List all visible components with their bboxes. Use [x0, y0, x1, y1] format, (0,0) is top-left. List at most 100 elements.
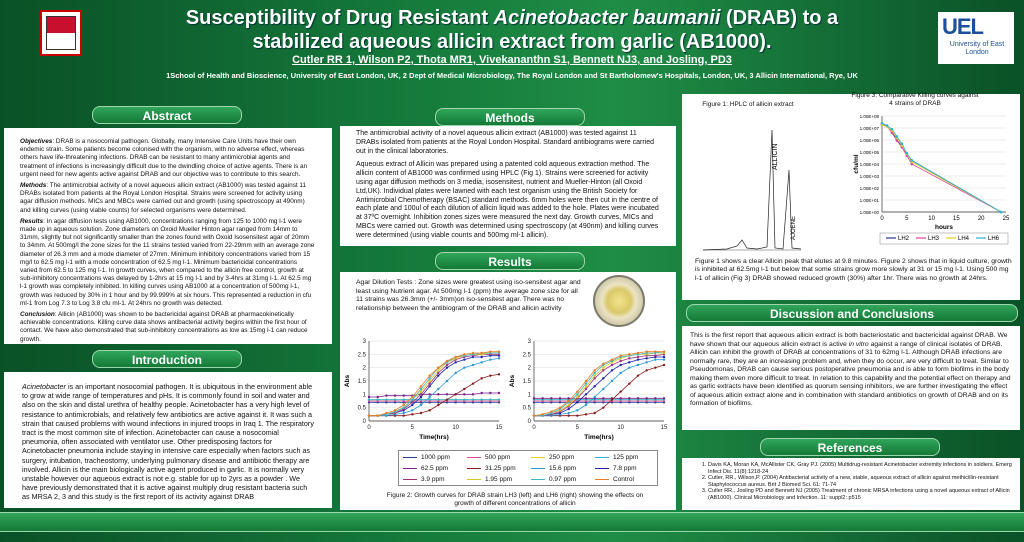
data-point — [489, 350, 492, 353]
crest-shield-icon — [46, 16, 76, 50]
y-tick-label: 1.00E+03 — [860, 174, 880, 179]
data-point — [567, 411, 570, 415]
title-line-2: stabilized aqueous allicin extract from … — [252, 31, 772, 53]
data-point — [489, 398, 492, 401]
data-point — [910, 162, 914, 166]
data-point — [393, 398, 397, 401]
legend-item: 7.8 ppm — [595, 465, 637, 472]
data-point — [602, 397, 605, 400]
data-point — [445, 363, 449, 367]
methods-paragraph-1: The antimicrobial activity of a novel aq… — [356, 130, 655, 155]
data-point — [411, 413, 414, 416]
y-tick-label: 2 — [363, 366, 367, 372]
data-point — [628, 366, 631, 369]
results-text: : In agar diffusion tests using AB1000, … — [20, 217, 315, 307]
series-line — [369, 351, 499, 417]
data-point — [419, 403, 423, 407]
y-tick-label: 1.5 — [523, 379, 532, 385]
legend-label: 500 ppm — [485, 454, 511, 461]
x-axis-label: Time(hrs) — [419, 434, 449, 441]
data-point — [411, 401, 414, 404]
data-point — [385, 394, 388, 397]
legend-label: 7.8 ppm — [613, 465, 637, 472]
legend-label: 31.25 ppm — [485, 465, 516, 472]
x-tick-label: 15 — [953, 216, 960, 222]
y-tick-label: 2 — [528, 366, 532, 372]
legend-item: 3.9 ppm — [403, 476, 445, 483]
figure-3-caption: Figure 3: Comparative Killing curves aga… — [851, 92, 979, 107]
poster-title: Susceptibility of Drug Resistant Acineto… — [120, 6, 904, 54]
data-point — [662, 397, 666, 400]
data-point — [411, 395, 414, 399]
abstract-methods: Methods: The antimicrobial activity of a… — [20, 182, 316, 215]
data-point — [593, 411, 596, 415]
data-point — [662, 350, 666, 353]
data-point — [480, 377, 483, 380]
data-point — [428, 385, 431, 388]
data-point — [402, 414, 405, 417]
abstract-objectives: Objectives: DRAB is a nosocomial pathoge… — [20, 138, 316, 179]
data-point — [497, 373, 501, 376]
legend-item: Control — [595, 476, 634, 483]
data-point — [454, 398, 457, 401]
y-tick-label: 0.5 — [523, 406, 532, 412]
data-point — [619, 363, 622, 367]
data-point — [576, 401, 579, 404]
data-point — [489, 391, 492, 395]
data-point — [584, 393, 588, 396]
data-point — [541, 397, 544, 400]
data-point — [411, 409, 414, 412]
introduction-heading: Introduction — [92, 350, 242, 368]
data-point — [532, 397, 536, 400]
data-point — [454, 393, 457, 396]
data-point — [662, 363, 666, 367]
data-point — [619, 397, 622, 400]
data-point — [602, 369, 605, 372]
data-point — [567, 414, 570, 417]
data-point — [428, 374, 431, 377]
data-point — [541, 413, 544, 416]
data-point — [437, 387, 440, 391]
data-point — [636, 374, 640, 377]
data-point — [895, 139, 899, 142]
legend-label: 1.95 ppm — [485, 476, 513, 483]
poster-header: Susceptibility of Drug Resistant Acineto… — [0, 0, 1024, 86]
legend-swatch — [595, 467, 609, 469]
y-tick-label: 0 — [363, 419, 367, 425]
y-tick-label: 1.00E+06 — [860, 138, 880, 143]
abstract-heading: Abstract — [92, 106, 242, 124]
data-point — [480, 391, 483, 395]
series-line — [534, 364, 665, 417]
data-point — [880, 121, 884, 125]
reference-item: Cutler, RR., Wilson,P. (2004) Antibacter… — [708, 475, 1012, 488]
objectives-label: Objectives — [20, 138, 53, 145]
references-panel: Davis KA, Moran KA, McAllister CK, Gray … — [682, 458, 1020, 510]
methods-paragraph-2: Aqueous extract of Allicin was prepared … — [356, 161, 659, 239]
data-point — [428, 393, 431, 396]
uel-logo-text: UEL — [942, 14, 984, 39]
methods-label: Methods — [20, 182, 47, 190]
discussion-in-vitro: in vitro — [848, 340, 869, 348]
y-tick-label: 1 — [363, 392, 367, 398]
data-point — [636, 397, 640, 400]
data-point — [428, 409, 431, 412]
references-heading: References — [760, 438, 940, 456]
conclusion-label: Conclusion — [20, 311, 55, 319]
methods-heading: Methods — [435, 108, 585, 126]
data-point — [619, 371, 622, 375]
legend-swatch — [467, 478, 481, 480]
discussion-text-b: against a range of clinical isolates of … — [690, 340, 1011, 408]
allicin-peak-label: ALLICIN — [772, 144, 779, 170]
data-point — [437, 374, 440, 377]
data-point — [419, 390, 423, 393]
y-tick-label: 2.5 — [358, 352, 367, 358]
data-point — [411, 398, 414, 401]
legend-label: 0.97 ppm — [549, 476, 577, 483]
data-point — [628, 397, 631, 400]
legend-label: 1000 ppm — [421, 454, 450, 461]
hplc-chromatogram: ALLICIN AJOENE — [697, 110, 807, 260]
data-point — [900, 142, 904, 145]
data-point — [402, 403, 405, 407]
data-point — [393, 394, 397, 397]
data-point — [419, 393, 423, 396]
